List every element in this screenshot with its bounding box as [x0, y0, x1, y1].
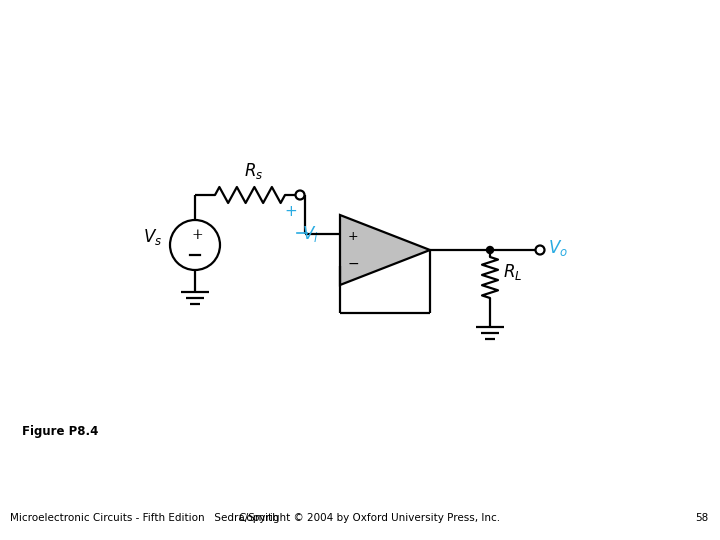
- Text: Figure P8.4: Figure P8.4: [22, 426, 99, 438]
- Text: $R_s$: $R_s$: [244, 161, 264, 181]
- Text: $+$: $+$: [284, 205, 297, 219]
- Circle shape: [295, 191, 305, 199]
- Text: Copyright © 2004 by Oxford University Press, Inc.: Copyright © 2004 by Oxford University Pr…: [240, 513, 500, 523]
- Polygon shape: [340, 215, 430, 285]
- Text: 58: 58: [695, 513, 708, 523]
- Text: +: +: [192, 228, 203, 242]
- Text: $V_s$: $V_s$: [143, 227, 163, 247]
- Text: Microelectronic Circuits - Fifth Edition   Sedra/Smith: Microelectronic Circuits - Fifth Edition…: [10, 513, 279, 523]
- Text: $V_o$: $V_o$: [548, 238, 568, 258]
- Circle shape: [487, 246, 493, 253]
- Text: −: −: [347, 257, 359, 271]
- Text: $V_i$: $V_i$: [302, 224, 318, 244]
- Circle shape: [536, 246, 544, 254]
- Text: $R_L$: $R_L$: [503, 262, 522, 282]
- Text: +: +: [348, 230, 359, 242]
